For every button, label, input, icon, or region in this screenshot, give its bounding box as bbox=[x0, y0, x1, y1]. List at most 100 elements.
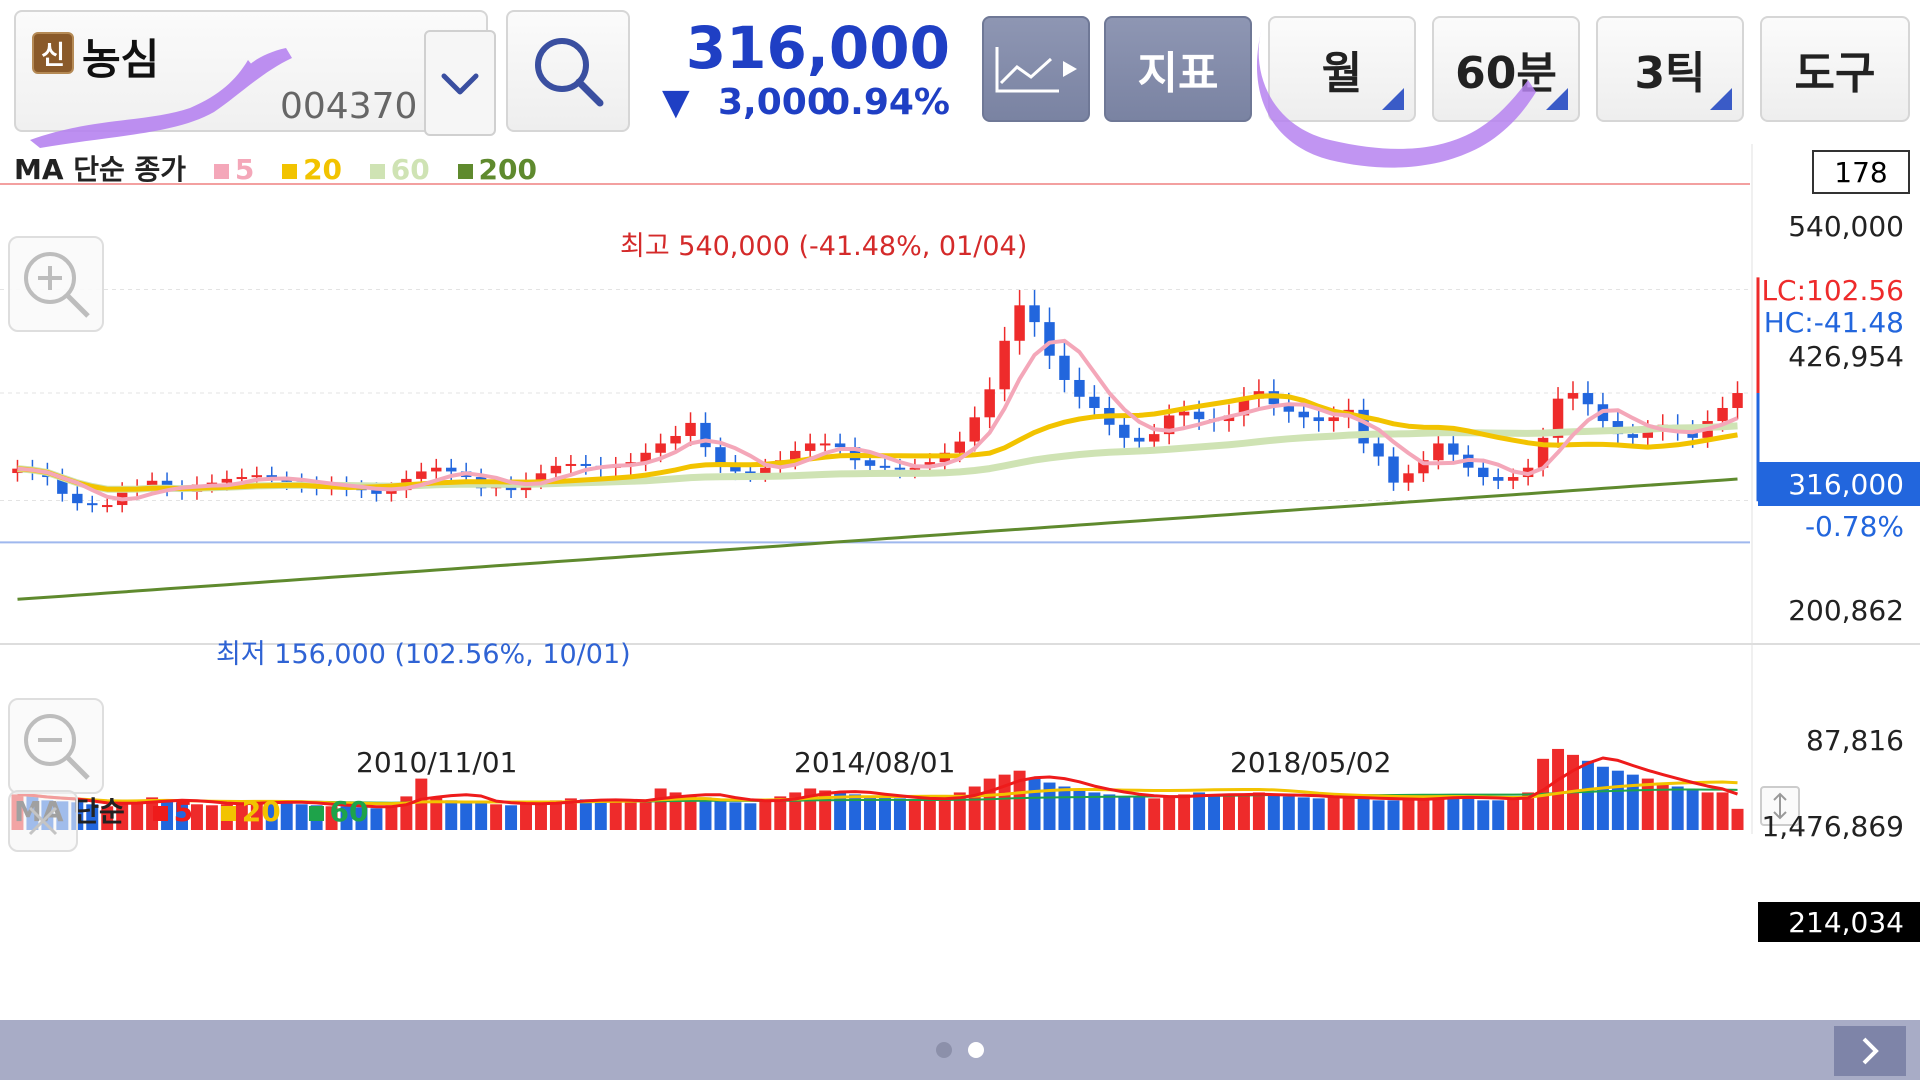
candle-body bbox=[1642, 430, 1654, 438]
candle-body bbox=[700, 422, 711, 448]
ma5-line bbox=[17, 338, 1739, 502]
bottom-pager-bar bbox=[0, 1020, 1920, 1080]
page-dot-2[interactable] bbox=[968, 1042, 984, 1058]
candle-body bbox=[999, 340, 1010, 390]
candle-body bbox=[1388, 456, 1399, 483]
volume-bar bbox=[893, 798, 906, 830]
candle-body bbox=[1178, 411, 1190, 416]
next-page-button[interactable] bbox=[1834, 1026, 1906, 1076]
tools-button[interactable]: 도구 bbox=[1760, 16, 1910, 122]
current-price-tag: 316,000 bbox=[1758, 462, 1920, 506]
close-volume-panel-button[interactable] bbox=[8, 790, 78, 852]
volume-bar bbox=[729, 802, 742, 830]
y-tick-label: 200,862 bbox=[1788, 594, 1904, 627]
volume-bar bbox=[505, 805, 518, 830]
candle-body bbox=[760, 467, 771, 474]
volume-bar bbox=[176, 802, 188, 830]
candle-body bbox=[864, 460, 876, 466]
candle-body bbox=[72, 493, 83, 504]
chart-panel[interactable]: MA 단순 종가 5 20 60 200 178 최고 540,000 (-41… bbox=[0, 144, 1920, 1014]
volume-bar bbox=[1462, 798, 1475, 830]
candle-body bbox=[1328, 417, 1339, 422]
indicator-button[interactable]: 지표 bbox=[1104, 16, 1252, 122]
volume-bar bbox=[1656, 782, 1669, 830]
price-legend-title: MA 단순 종가 bbox=[14, 153, 187, 186]
volume-bar bbox=[684, 795, 697, 830]
candle-body bbox=[1193, 411, 1205, 420]
volume-bar bbox=[564, 798, 577, 830]
vol-ma20-legend: 20 bbox=[241, 795, 281, 828]
period-60min-button[interactable]: 60분 bbox=[1432, 16, 1580, 122]
vol-ma5-line bbox=[17, 756, 1738, 809]
volume-bar bbox=[908, 799, 921, 830]
volume-bar bbox=[1522, 792, 1535, 830]
candle-body bbox=[1433, 443, 1444, 461]
volume-bar bbox=[1282, 796, 1295, 830]
volume-bar bbox=[1686, 790, 1699, 830]
volume-bar bbox=[1088, 792, 1101, 830]
volume-bar bbox=[789, 792, 802, 830]
volume-bar bbox=[325, 806, 338, 830]
candle-body bbox=[655, 443, 666, 453]
zoom-in-button[interactable] bbox=[8, 236, 104, 332]
candle-body bbox=[1732, 393, 1743, 408]
candle-body bbox=[954, 441, 965, 453]
candle-body bbox=[1567, 393, 1579, 399]
ma60-legend: 60 bbox=[390, 153, 430, 186]
volume-bar bbox=[355, 807, 368, 830]
zoom-out-button[interactable] bbox=[8, 698, 104, 794]
volume-bar bbox=[1387, 800, 1400, 830]
candle-body bbox=[894, 467, 906, 470]
candle-body bbox=[236, 477, 248, 480]
candle-body bbox=[969, 417, 980, 442]
candle-body bbox=[685, 422, 696, 436]
candle-body bbox=[1373, 443, 1384, 457]
stock-selector[interactable]: 신 농심 004370 bbox=[14, 10, 496, 136]
volume-bar bbox=[1163, 796, 1176, 830]
volume-bar bbox=[714, 800, 727, 830]
candle-body bbox=[1448, 443, 1459, 455]
volume-bar bbox=[609, 801, 622, 830]
chevron-right-icon bbox=[1862, 1037, 1879, 1065]
candle-body bbox=[550, 465, 562, 474]
panel-resize-button[interactable] bbox=[1760, 786, 1800, 826]
close-icon bbox=[28, 806, 58, 836]
volume-bar bbox=[819, 790, 832, 830]
volume-bar bbox=[1357, 798, 1370, 830]
stock-name: 농심 bbox=[82, 35, 160, 84]
volume-bar bbox=[594, 800, 607, 830]
price-volume-chart[interactable] bbox=[0, 144, 1920, 1014]
volume-bar bbox=[1133, 797, 1146, 830]
volume-bar bbox=[774, 796, 787, 830]
chart-type-button[interactable] bbox=[982, 16, 1090, 122]
hc-label: HC:-41.48 bbox=[1763, 306, 1904, 339]
candle-body bbox=[101, 505, 113, 508]
volume-bar bbox=[1223, 796, 1235, 830]
ma20-swatch bbox=[282, 164, 298, 179]
volume-bar bbox=[1237, 795, 1250, 830]
page-dot-1[interactable] bbox=[936, 1042, 952, 1058]
candle-body bbox=[834, 443, 846, 448]
candle-body bbox=[580, 463, 592, 466]
max-price-annotation: 최고 540,000 (-41.48%, 01/04) bbox=[620, 231, 1028, 262]
search-button[interactable] bbox=[506, 10, 630, 132]
volume-bar bbox=[579, 799, 592, 830]
volume-bar bbox=[1477, 800, 1490, 830]
top-toolbar: 신 농심 004370 316,000 ▼ 3,000 0.94% 지표 월 bbox=[0, 0, 1920, 168]
candle-body bbox=[1163, 415, 1175, 435]
credit-badge: 신 bbox=[32, 32, 74, 74]
stock-dropdown-button[interactable] bbox=[424, 30, 496, 136]
change-amount: 3,000 bbox=[718, 82, 832, 123]
candle-body bbox=[386, 490, 397, 494]
volume-bar bbox=[190, 804, 203, 830]
volume-bar bbox=[1118, 796, 1131, 830]
volume-bar bbox=[1581, 760, 1594, 830]
candle-body bbox=[790, 450, 801, 461]
period-month-button[interactable]: 월 bbox=[1268, 16, 1416, 122]
volume-bar bbox=[445, 800, 458, 830]
change-arrow: ▼ bbox=[662, 82, 690, 123]
ribbon-decoration bbox=[30, 28, 1536, 168]
candle-body bbox=[1074, 379, 1085, 397]
tick-3-button[interactable]: 3틱 bbox=[1596, 16, 1744, 122]
candle-body bbox=[1537, 437, 1549, 468]
